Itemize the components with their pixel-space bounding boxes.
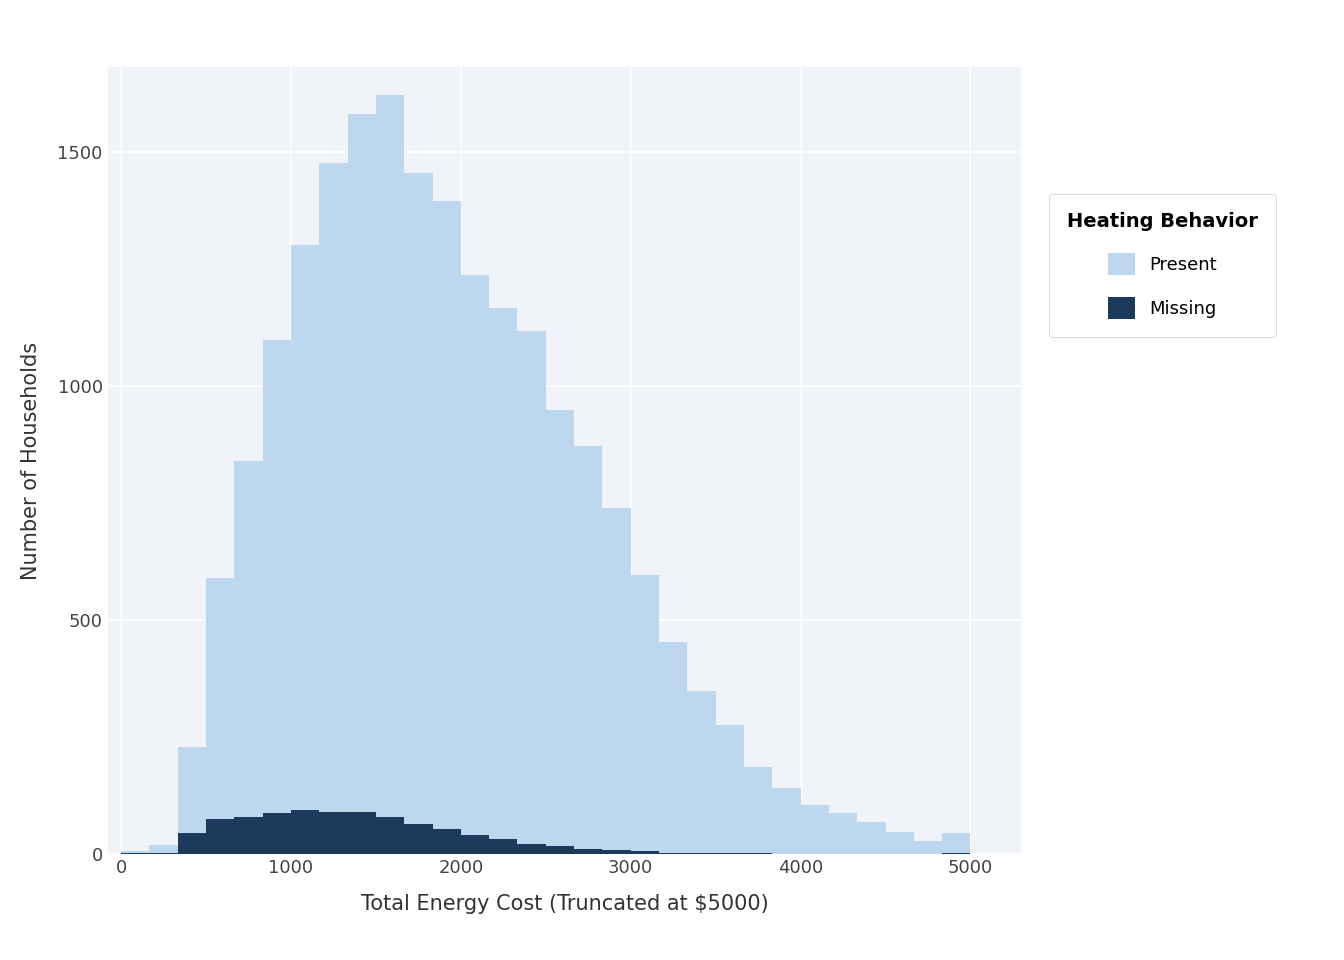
Bar	[149, 852, 177, 854]
Bar	[574, 445, 602, 854]
Bar	[745, 767, 773, 854]
Bar	[914, 841, 942, 854]
Bar	[348, 812, 376, 854]
Bar	[206, 819, 234, 854]
Bar	[320, 812, 348, 854]
Bar	[461, 275, 489, 854]
X-axis label: Total Energy Cost (Truncated at $5000): Total Energy Cost (Truncated at $5000)	[360, 894, 769, 914]
Y-axis label: Number of Households: Number of Households	[20, 342, 40, 580]
Bar	[206, 578, 234, 854]
Bar	[546, 846, 574, 854]
Bar	[942, 852, 970, 854]
Bar	[574, 849, 602, 854]
Bar	[602, 851, 630, 854]
Bar	[177, 833, 206, 854]
Bar	[630, 852, 659, 854]
Bar	[602, 508, 630, 854]
Bar	[546, 410, 574, 854]
Bar	[292, 810, 320, 854]
Bar	[659, 641, 687, 854]
Bar	[942, 833, 970, 854]
Bar	[348, 114, 376, 854]
Bar	[715, 725, 745, 854]
Bar	[659, 852, 687, 854]
Bar	[687, 853, 715, 854]
Bar	[292, 245, 320, 854]
Bar	[234, 461, 262, 854]
Bar	[517, 331, 546, 854]
Bar	[149, 846, 177, 854]
Bar	[630, 575, 659, 854]
Bar	[886, 832, 914, 854]
Bar	[433, 201, 461, 854]
Bar	[376, 95, 405, 854]
Bar	[376, 817, 405, 854]
Bar	[489, 307, 517, 854]
Bar	[801, 804, 829, 854]
Bar	[461, 834, 489, 854]
Bar	[405, 824, 433, 854]
Bar	[121, 852, 149, 854]
Bar	[433, 828, 461, 854]
Bar	[687, 691, 715, 854]
Bar	[829, 813, 857, 854]
Bar	[177, 747, 206, 854]
Bar	[262, 813, 292, 854]
Bar	[405, 173, 433, 854]
Bar	[489, 839, 517, 854]
Bar	[857, 822, 886, 854]
Bar	[320, 163, 348, 854]
Bar	[517, 844, 546, 854]
Bar	[234, 817, 262, 854]
Bar	[262, 340, 292, 854]
Legend: Present, Missing: Present, Missing	[1048, 194, 1275, 337]
Bar	[773, 788, 801, 854]
